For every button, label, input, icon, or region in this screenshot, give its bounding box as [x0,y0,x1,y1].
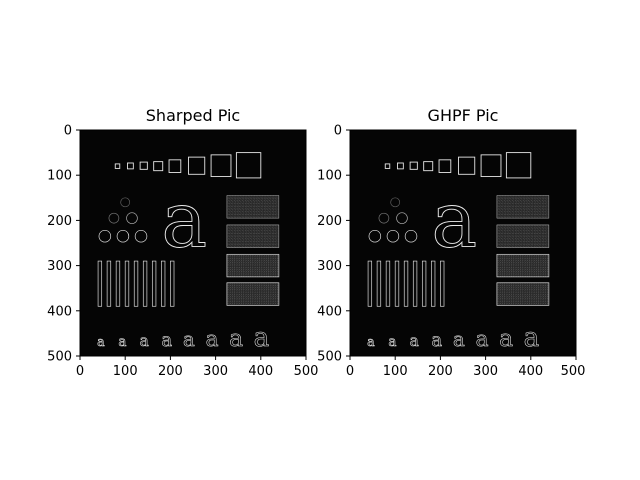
x-tick-label: 300 [473,364,498,379]
x-tick-label: 500 [561,364,586,379]
x-tick-label: 200 [158,364,183,379]
y-tick-label: 0 [64,124,72,139]
x-tick-label: 500 [294,364,319,379]
x-tick-labels: 0 100 200 300 400 500 [76,364,319,379]
y-tick-label: 300 [317,259,342,274]
x-tick-label: 200 [428,364,453,379]
y-tick-labels: 0 100 200 300 400 500 [47,124,72,365]
axes-frame [349,129,577,357]
y-tick-label: 0 [334,124,342,139]
x-tick-labels: 0 100 200 300 400 500 [346,364,586,379]
x-tick-label: 400 [248,364,273,379]
x-tick-label: 0 [346,364,354,379]
y-tick-label: 400 [47,304,72,319]
panel-title: GHPF Pic [428,106,499,125]
sharped-image [79,129,307,357]
ghpf-image [349,129,577,357]
x-tick-label: 100 [113,364,138,379]
y-tick-label: 500 [47,350,72,365]
x-tick-label: 100 [383,364,408,379]
y-tick-label: 200 [317,214,342,229]
x-tick-label: 0 [76,364,84,379]
y-tick-label: 400 [317,304,342,319]
y-tick-label: 100 [317,169,342,184]
y-tick-label: 100 [47,169,72,184]
axes-frame [79,129,307,357]
panel-sharped: Sharped Pic 0 100 200 300 400 500 0 100 … [47,106,318,379]
y-tick-label: 200 [47,214,72,229]
x-tick-label: 400 [518,364,543,379]
panel-ghpf: GHPF Pic 0 100 200 300 400 500 0 100 200… [317,106,585,379]
y-tick-labels: 0 100 200 300 400 500 [317,124,342,365]
y-tick-label: 300 [47,259,72,274]
panel-title: Sharped Pic [146,106,240,125]
x-tick-label: 300 [203,364,228,379]
y-tick-label: 500 [317,350,342,365]
